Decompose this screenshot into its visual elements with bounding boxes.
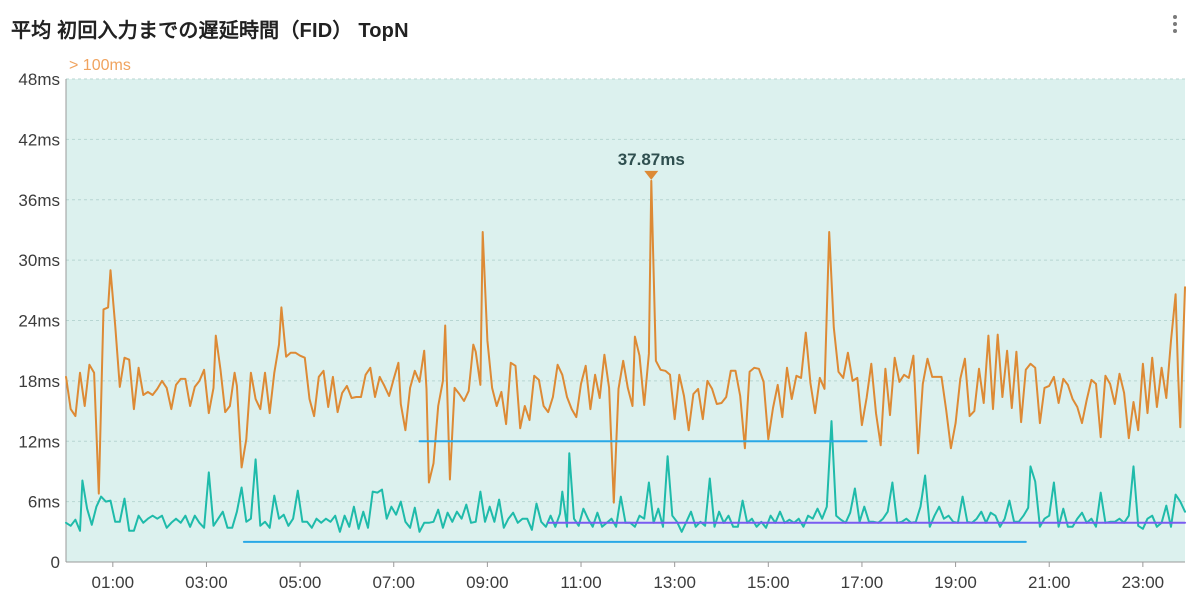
- y-tick-label: 6ms: [28, 493, 60, 512]
- more-vert-icon[interactable]: [1163, 10, 1187, 38]
- series-line-0: [65, 179, 1186, 504]
- y-tick-label: 36ms: [18, 191, 60, 210]
- x-tick-label: 23:00: [1122, 573, 1165, 592]
- y-tick-label: 30ms: [18, 251, 60, 270]
- x-tick-label: 13:00: [653, 573, 696, 592]
- x-tick-label: 07:00: [372, 573, 415, 592]
- y-tick-label: 12ms: [18, 432, 60, 451]
- y-tick-label: 48ms: [18, 70, 60, 89]
- y-tick-label: 24ms: [18, 312, 60, 331]
- x-tick-label: 05:00: [279, 573, 322, 592]
- peak-value-label: 37.87ms: [618, 150, 685, 169]
- threshold-label: > 100ms: [69, 57, 131, 74]
- x-tick-label: 03:00: [185, 573, 228, 592]
- x-tick-label: 21:00: [1028, 573, 1071, 592]
- x-tick-label: 19:00: [934, 573, 977, 592]
- chart-title: 平均 初回入力までの遅延時間（FID） TopN: [11, 20, 409, 42]
- y-tick-label: 18ms: [18, 372, 60, 391]
- series-group: [65, 179, 1186, 543]
- x-axis-ticks: 01:00 03:00 05:00 07:00 09:00 11:00 13:00 15:00…: [92, 562, 1165, 592]
- y-tick-label: 42ms: [18, 130, 60, 149]
- x-tick-label: 11:00: [560, 573, 601, 592]
- peak-marker-icon: [644, 170, 659, 180]
- x-tick-label: 15:00: [747, 573, 790, 592]
- y-axis-ticks: 0 6ms 12ms 18ms 24ms 30ms 36ms 42ms 48ms: [18, 70, 60, 572]
- series-line-1: [65, 420, 1186, 533]
- y-tick-label: 0: [51, 553, 60, 572]
- annotations: > 100ms 37.87ms: [69, 57, 685, 180]
- x-tick-label: 09:00: [466, 573, 509, 592]
- x-tick-label: 01:00: [92, 573, 135, 592]
- x-tick-label: 17:00: [841, 573, 884, 592]
